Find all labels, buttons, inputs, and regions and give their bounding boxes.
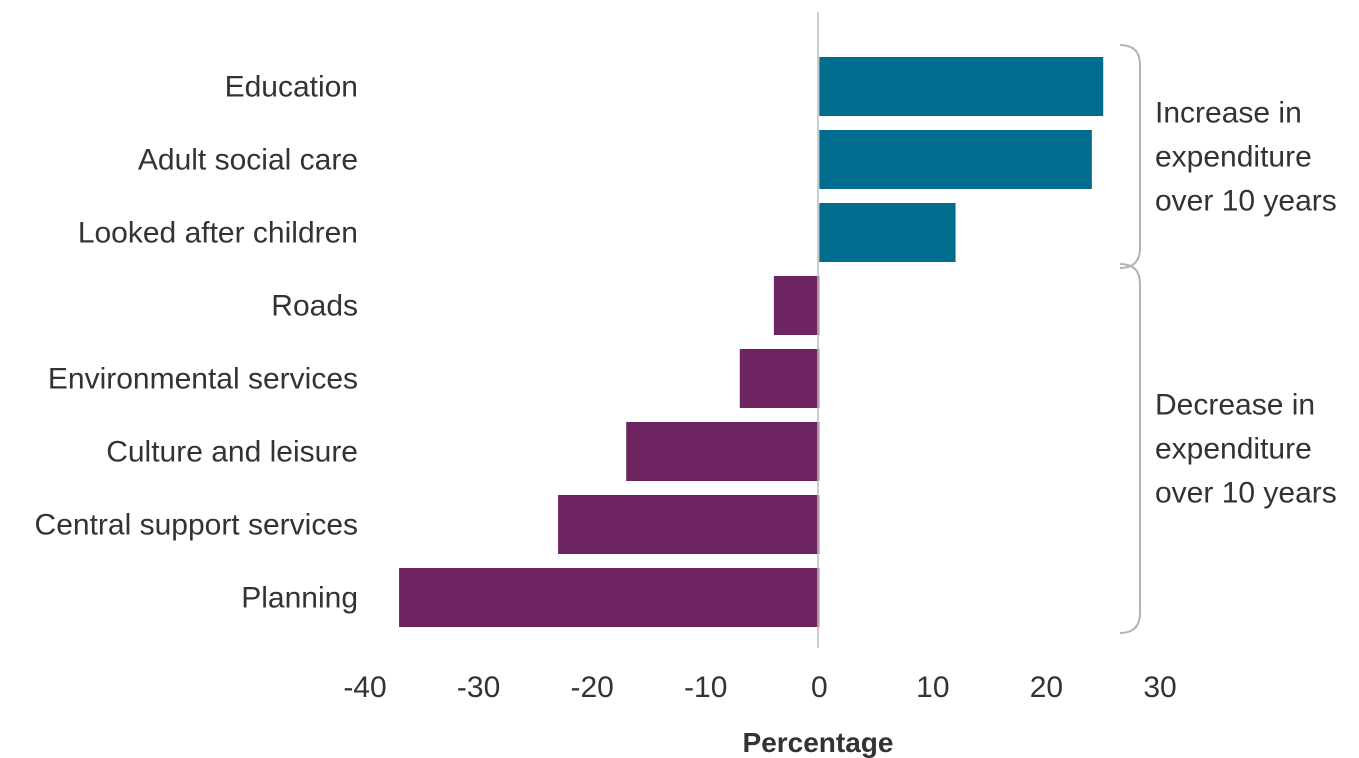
category-label: Planning — [241, 582, 358, 615]
x-tick-label: 0 — [811, 671, 828, 704]
category-label: Roads — [271, 290, 358, 323]
bar-central-support-services — [558, 495, 820, 554]
category-label: Culture and leisure — [106, 436, 358, 469]
category-label: Education — [225, 71, 358, 104]
annotation-text: expenditure — [1155, 141, 1312, 174]
category-labels: Education Adult social care Looked after c… — [35, 71, 358, 615]
category-label: Environmental services — [48, 363, 358, 396]
x-tick-label: -10 — [684, 671, 727, 704]
x-tick-label: 20 — [1030, 671, 1063, 704]
bar-culture-and-leisure — [626, 422, 820, 481]
annotation-text: expenditure — [1155, 433, 1312, 466]
annotation-bracket — [1119, 44, 1141, 269]
x-tick-labels: -40 -30 -20 -10 0 10 20 30 — [343, 671, 1176, 704]
annotation-text: over 10 years — [1155, 477, 1337, 510]
x-tick-label: 30 — [1143, 671, 1176, 704]
x-axis-title: Percentage — [743, 727, 894, 758]
annotation-bracket — [1119, 263, 1141, 634]
bar-planning — [399, 568, 820, 627]
x-tick-label: -40 — [343, 671, 386, 704]
bars-group — [399, 57, 1104, 627]
x-tick-label: 10 — [916, 671, 949, 704]
bar-adult-social-care — [819, 130, 1092, 189]
category-label: Looked after children — [78, 217, 358, 250]
bar-environmental-services — [739, 349, 820, 408]
category-label: Central support services — [35, 509, 358, 542]
annotation-text: Decrease in — [1155, 389, 1315, 422]
bar-education — [819, 57, 1104, 116]
category-label: Adult social care — [138, 144, 358, 177]
bar-roads — [773, 276, 820, 335]
annotation-text: Increase in — [1155, 97, 1302, 130]
x-tick-label: -20 — [570, 671, 613, 704]
annotations-group: Increase in expenditure over 10 years Decre… — [1119, 44, 1337, 634]
x-tick-label: -30 — [457, 671, 500, 704]
bar-looked-after-children — [819, 203, 956, 262]
annotation-text: over 10 years — [1155, 185, 1337, 218]
